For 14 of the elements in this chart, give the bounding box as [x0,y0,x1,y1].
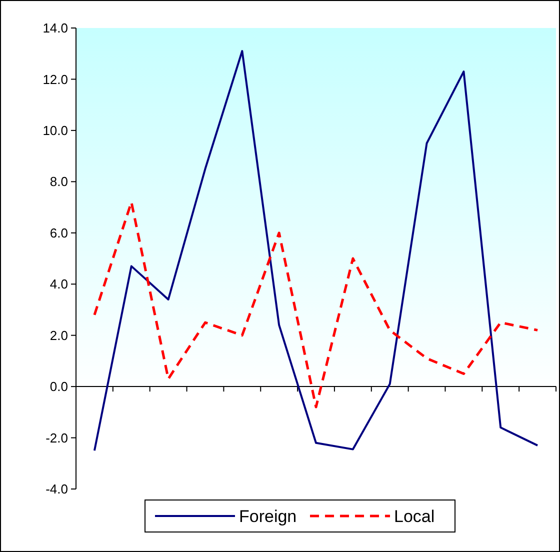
y-tick-label: -4.0 [46,482,68,497]
y-tick-label: 6.0 [50,225,68,240]
y-tick-label: 4.0 [50,276,68,292]
y-tick-label: 10.0 [42,122,68,138]
y-tick-label: 2.0 [50,328,68,343]
legend-label: Foreign [239,506,297,526]
y-tick-label: 0.0 [50,379,68,394]
legend-label: Local [394,506,435,526]
y-tick-label: 12.0 [42,72,68,87]
y-tick-label: 14.0 [42,20,68,36]
line-series [93,200,539,408]
y-tick-label: -2.0 [46,430,68,446]
line-series [93,50,539,452]
y-tick-label: 8.0 [50,174,68,190]
